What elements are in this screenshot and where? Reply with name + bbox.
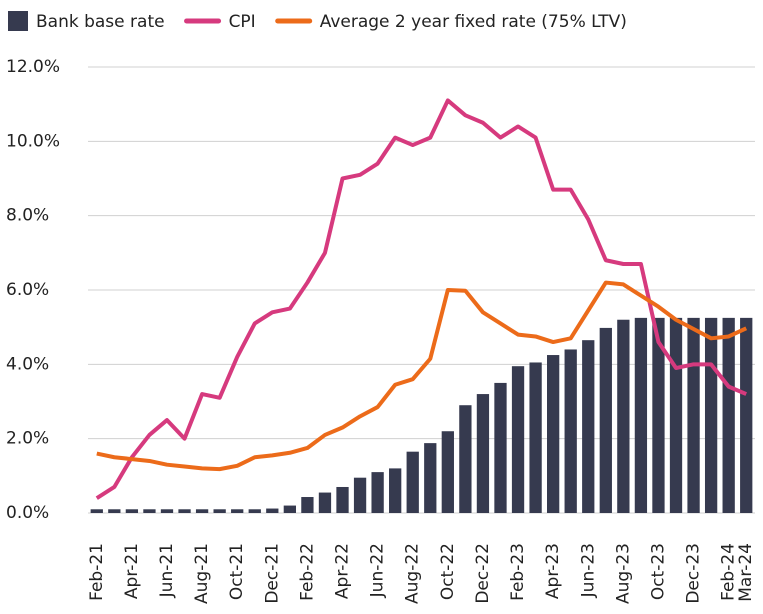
bar (231, 509, 244, 513)
x-tick-label: Feb-24 (719, 543, 739, 601)
bar (441, 431, 454, 513)
bar (722, 317, 735, 513)
legend-label: Average 2 year fixed rate (75% LTV) (320, 12, 627, 32)
bar (476, 394, 490, 513)
line (96, 280, 748, 472)
x-tick-label: Jun-22 (368, 543, 388, 598)
x-tick-label: Mar-24 (736, 543, 756, 602)
bar (652, 317, 665, 513)
y-tick-label: 12.0% (6, 57, 60, 77)
bar (301, 497, 314, 513)
x-tick-label: Oct-21 (227, 543, 247, 600)
bar (582, 340, 595, 513)
bar (90, 509, 103, 513)
bar (494, 382, 507, 513)
bar (195, 509, 209, 513)
x-tick-label: Dec-22 (473, 543, 493, 604)
bar (634, 317, 648, 513)
bar (371, 472, 384, 513)
bar (529, 362, 542, 513)
y-tick-label: 8.0% (6, 206, 49, 226)
x-tick-label: Oct-22 (438, 543, 458, 600)
bar (617, 319, 630, 513)
bar (248, 509, 261, 513)
bar (143, 509, 156, 513)
bar (108, 509, 121, 513)
bar (704, 317, 718, 513)
bar (353, 477, 367, 513)
bar (599, 327, 612, 513)
x-tick-label: Oct-23 (648, 543, 668, 600)
bar (283, 505, 296, 513)
x-tick-label: Apr-21 (122, 543, 142, 599)
x-tick-label: Jun-23 (578, 543, 598, 598)
bar (740, 317, 753, 513)
bar (687, 317, 700, 513)
x-tick-label: Aug-23 (613, 543, 633, 604)
x-tick-label: Jun-21 (157, 543, 177, 598)
x-tick-label: Aug-22 (403, 543, 423, 604)
x-tick-label: Feb-23 (508, 543, 528, 601)
bar (511, 366, 525, 513)
bar (178, 509, 191, 513)
bar (213, 509, 226, 513)
bar (459, 405, 472, 513)
x-tick-label: Feb-21 (87, 543, 107, 601)
bar (160, 509, 174, 513)
bar (547, 355, 560, 513)
y-tick-label: 6.0% (6, 280, 49, 300)
y-tick-label: 0.0% (6, 503, 49, 523)
bar (389, 468, 402, 513)
legend-label: CPI (229, 12, 256, 32)
x-tick-label: Apr-22 (333, 543, 353, 599)
bar (669, 317, 683, 513)
x-tick-label: Dec-23 (684, 543, 704, 604)
x-tick-label: Dec-21 (262, 543, 282, 604)
bar (406, 451, 419, 513)
legend-label: Bank base rate (36, 12, 165, 32)
y-tick-label: 4.0% (6, 354, 49, 374)
line (95, 98, 748, 500)
bar (424, 443, 437, 513)
legend-swatch (8, 11, 28, 31)
bar (564, 349, 577, 513)
x-tick-label: Aug-21 (192, 543, 212, 604)
y-tick-label: 10.0% (6, 131, 60, 151)
x-tick-label: Apr-23 (543, 543, 563, 599)
bar (336, 486, 349, 513)
x-tick-label: Feb-22 (297, 543, 317, 601)
bar (125, 509, 139, 513)
bar (318, 492, 332, 513)
bar (266, 508, 279, 513)
y-tick-label: 2.0% (6, 429, 49, 449)
